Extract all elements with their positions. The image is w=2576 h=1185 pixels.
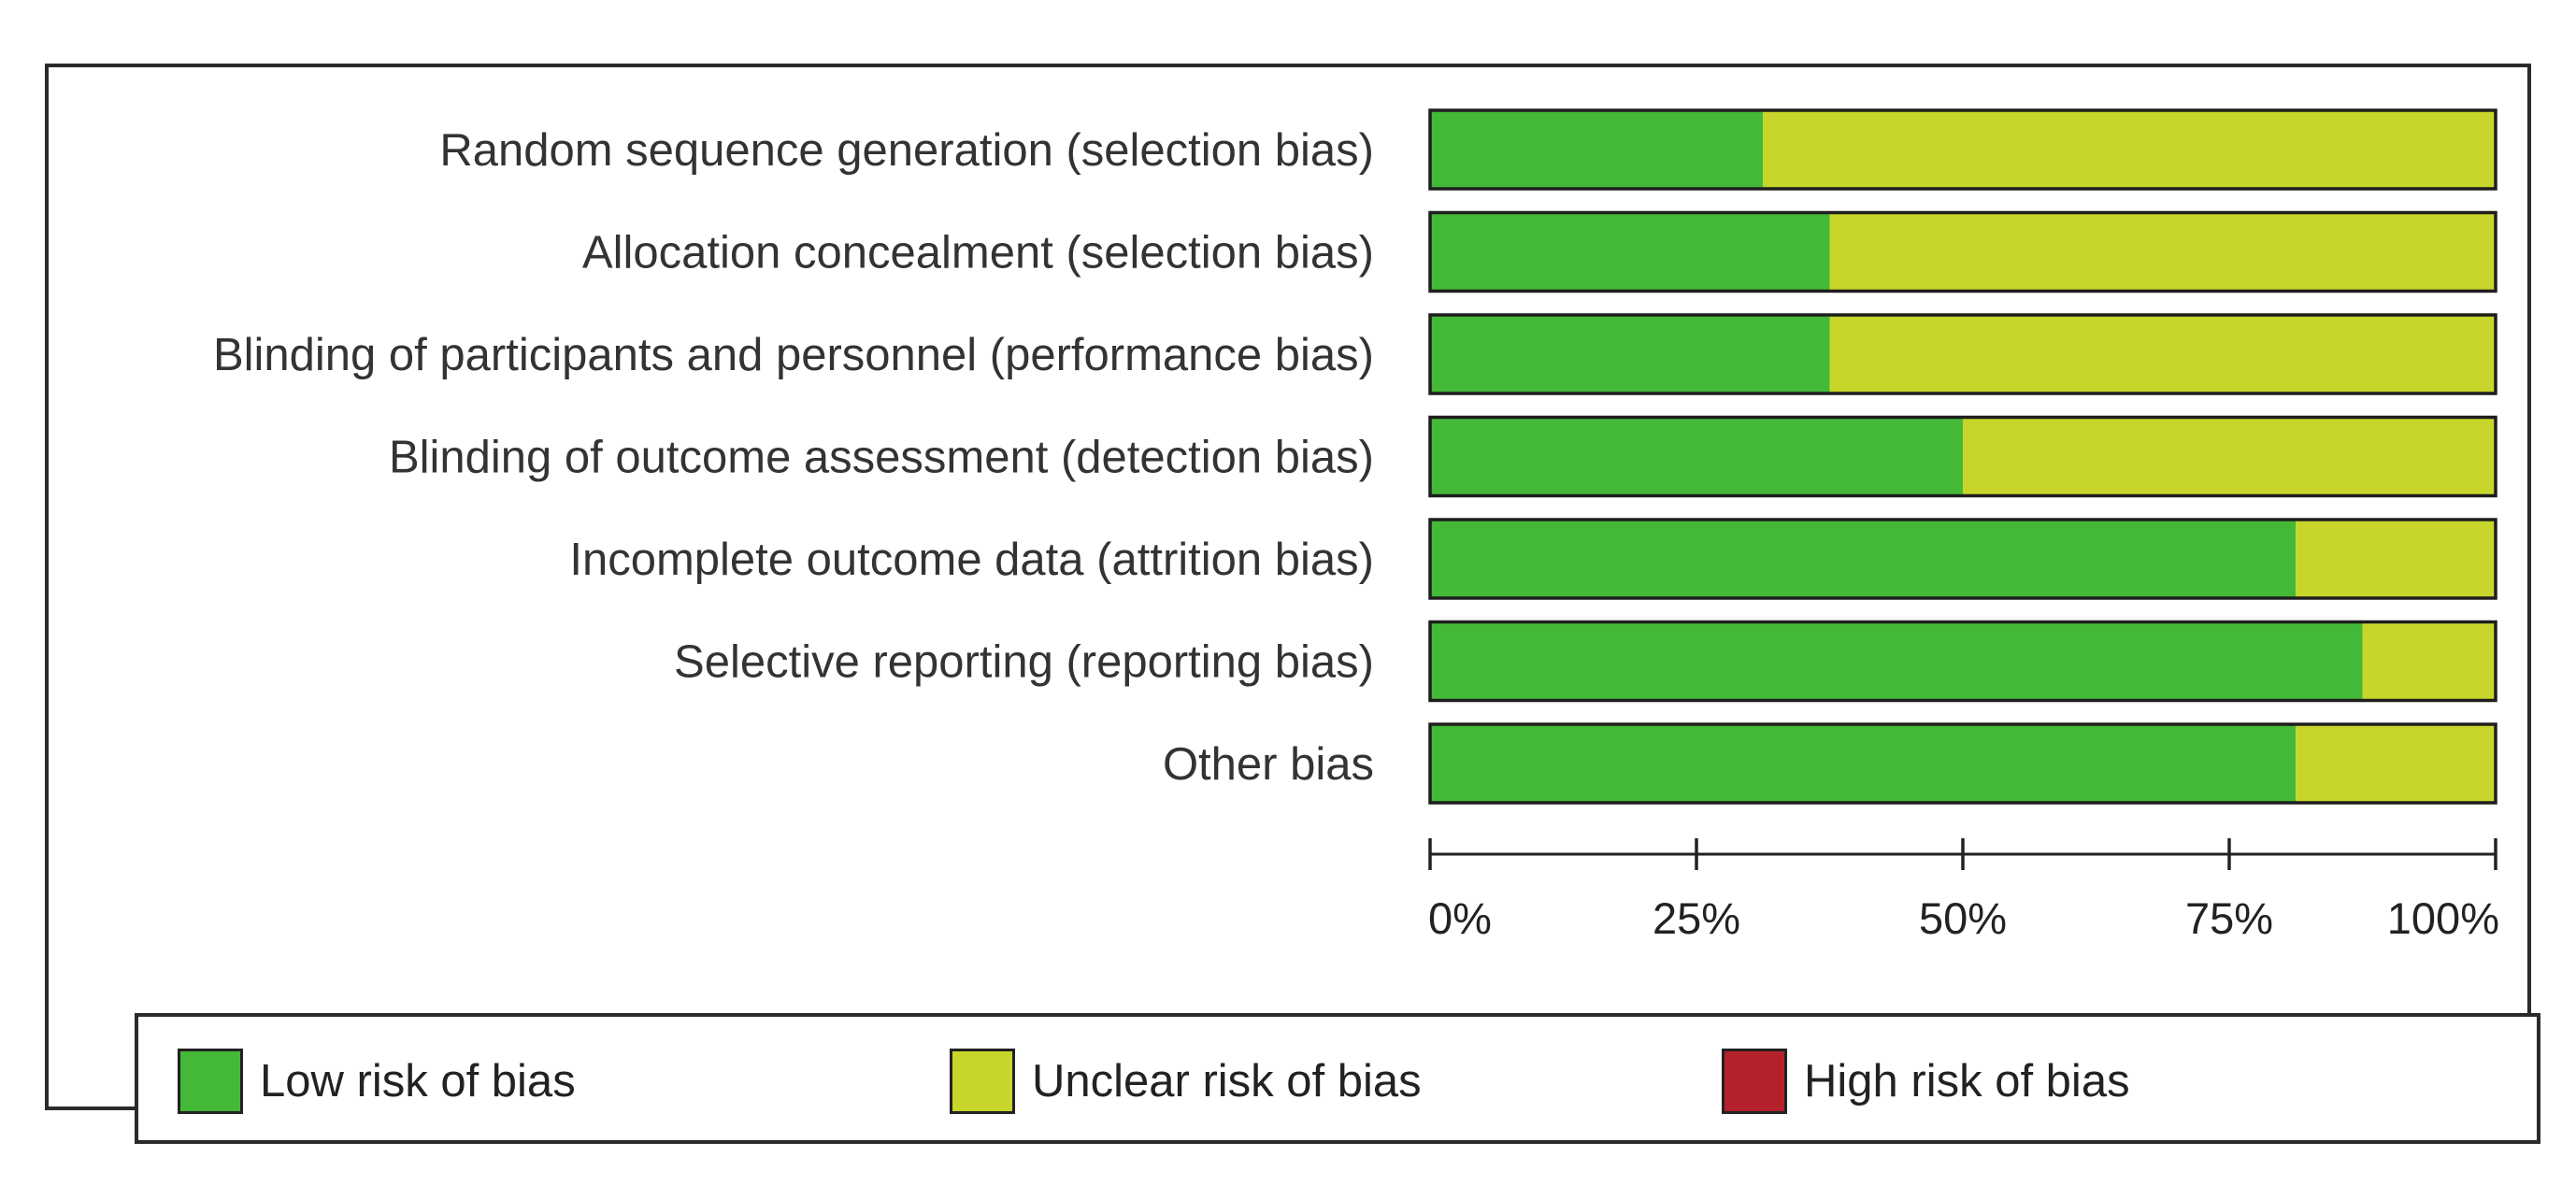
category-label: Other bias xyxy=(1163,739,1374,790)
bar-segment-unclear xyxy=(2362,621,2496,701)
x-tick-label: 0% xyxy=(1428,893,1492,943)
legend-swatch-high xyxy=(1722,1049,1787,1114)
bar-outline xyxy=(1428,722,2497,805)
bar-segment-low xyxy=(1430,520,2297,598)
chart-frame: Random sequence generation (selection bi… xyxy=(45,64,2540,1144)
category-label: Allocation concealment (selection bias) xyxy=(582,228,1374,278)
bar-segment-low xyxy=(1430,621,2363,701)
x-tick-label: 25% xyxy=(1653,893,1740,943)
bar-segment-low xyxy=(1430,315,1830,393)
bar-segment-unclear xyxy=(1763,110,2496,189)
bar-outline xyxy=(1428,415,2497,498)
bar-outline xyxy=(1428,620,2497,703)
bar-segment-unclear xyxy=(1963,417,2496,496)
legend-swatch-unclear xyxy=(950,1049,1015,1114)
x-tick-label: 75% xyxy=(2185,893,2273,943)
legend-label-unclear: Unclear risk of bias xyxy=(1032,1056,1422,1106)
bar-segment-low xyxy=(1430,724,2297,803)
bar-segment-unclear xyxy=(2296,724,2496,803)
category-label: Random sequence generation (selection bi… xyxy=(439,125,1374,176)
legend: Low risk of bias Unclear risk of bias Hi… xyxy=(135,1013,2540,1144)
legend-item-unclear: Unclear risk of bias xyxy=(950,1047,1422,1116)
x-tick-label: 50% xyxy=(1919,893,2007,943)
bar-segment-unclear xyxy=(2296,520,2496,598)
category-label: Incomplete outcome data (attrition bias) xyxy=(569,535,1374,585)
legend-swatch-low xyxy=(178,1049,243,1114)
bar-segment-unclear xyxy=(1829,212,2496,292)
x-tick-label: 100% xyxy=(2387,893,2499,943)
bar-segment-unclear xyxy=(1829,315,2496,393)
bar-outline xyxy=(1428,518,2497,600)
bar-chart: Random sequence generation (selection bi… xyxy=(213,108,2499,943)
bar-outline xyxy=(1428,210,2497,293)
bar-segment-low xyxy=(1430,417,1963,496)
legend-label-low: Low risk of bias xyxy=(260,1056,576,1106)
bar-segment-low xyxy=(1430,110,1764,189)
category-label: Blinding of outcome assessment (detectio… xyxy=(389,433,1374,483)
bar-segment-low xyxy=(1430,212,1830,292)
category-label: Blinding of participants and personnel (… xyxy=(213,330,1374,380)
legend-label-high: High risk of bias xyxy=(1804,1056,2130,1106)
legend-item-high: High risk of bias xyxy=(1722,1047,2130,1116)
category-label: Selective reporting (reporting bias) xyxy=(674,637,1374,688)
bar-outline xyxy=(1428,313,2497,395)
legend-item-low: Low risk of bias xyxy=(178,1047,576,1116)
bar-outline xyxy=(1428,108,2497,191)
